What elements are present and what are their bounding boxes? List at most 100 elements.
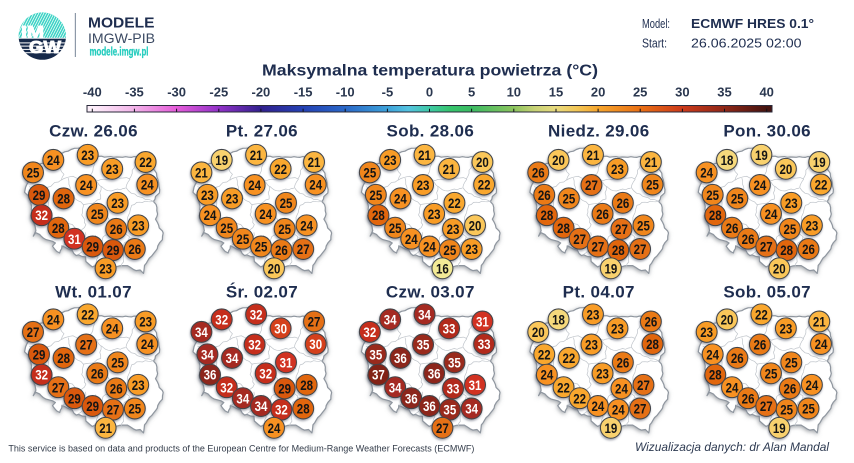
svg-text:24: 24 [700,166,713,182]
svg-text:25: 25 [443,243,456,259]
svg-text:30: 30 [274,321,287,337]
svg-text:27: 27 [634,242,647,258]
svg-text:GW: GW [29,37,62,57]
svg-text:33: 33 [447,382,460,398]
svg-text:22: 22 [755,307,768,323]
svg-text:26.06.2025 02:00: 26.06.2025 02:00 [691,37,802,51]
svg-text:23: 23 [99,261,112,277]
svg-text:35: 35 [717,85,731,100]
svg-text:32: 32 [215,313,228,329]
svg-text:22: 22 [557,380,570,396]
svg-text:27: 27 [615,222,628,238]
svg-text:35: 35 [369,347,382,363]
svg-text:21: 21 [308,155,321,171]
svg-text:32: 32 [275,403,288,419]
svg-text:31: 31 [476,315,489,331]
svg-text:37: 37 [372,368,385,384]
svg-text:34: 34 [236,391,249,407]
svg-text:21: 21 [587,148,600,164]
svg-text:27: 27 [585,178,598,194]
svg-text:32: 32 [35,208,48,224]
svg-text:25: 25 [369,188,382,204]
svg-text:24: 24 [805,378,818,394]
svg-text:30: 30 [309,337,322,353]
svg-text:18: 18 [721,153,734,169]
svg-text:27: 27 [591,240,604,256]
svg-text:25: 25 [27,166,40,182]
svg-text:35: 35 [417,338,430,354]
svg-text:32: 32 [220,380,233,396]
svg-text:28: 28 [57,192,70,208]
svg-text:25: 25 [278,222,291,238]
svg-text:This service is based on data: This service is based on data and produc… [8,444,474,454]
svg-text:27: 27 [637,378,650,394]
svg-text:5: 5 [468,85,475,100]
svg-text:-25: -25 [209,85,228,100]
svg-text:26: 26 [91,366,104,382]
svg-text:34: 34 [255,399,268,415]
svg-text:21: 21 [250,148,263,164]
svg-text:36: 36 [428,366,441,382]
svg-text:MODELE: MODELE [88,15,155,32]
svg-text:20: 20 [779,162,792,178]
svg-text:24: 24 [309,178,322,194]
svg-text:27: 27 [308,315,321,331]
svg-text:28: 28 [709,368,722,384]
svg-text:IM: IM [21,22,44,42]
svg-text:34: 34 [389,380,402,396]
svg-text:24: 24 [405,232,418,248]
svg-text:36: 36 [405,391,418,407]
svg-text:23: 23 [779,321,792,337]
svg-text:25: 25 [731,192,744,208]
svg-text:28: 28 [612,243,625,259]
svg-text:-5: -5 [382,85,394,100]
svg-text:35: 35 [443,403,456,419]
svg-text:27: 27 [760,399,773,415]
svg-text:27: 27 [107,403,120,419]
svg-text:27: 27 [573,232,586,248]
svg-text:19: 19 [773,421,786,437]
svg-text:26: 26 [110,222,123,238]
svg-text:19: 19 [813,155,826,171]
svg-text:28: 28 [646,337,659,353]
svg-text:24: 24 [612,403,625,419]
svg-text:Sob. 28.06: Sob. 28.06 [387,121,475,140]
svg-text:Czw. 26.06: Czw. 26.06 [49,121,138,140]
svg-text:24: 24 [141,178,154,194]
svg-text:24: 24 [80,178,93,194]
svg-text:26: 26 [783,382,796,398]
svg-text:22: 22 [573,391,586,407]
svg-text:24: 24 [706,347,719,363]
svg-text:25: 25 [111,355,124,371]
svg-text:23: 23 [106,162,119,178]
svg-text:25: 25 [220,221,233,237]
svg-text:23: 23 [132,378,145,394]
svg-text:22: 22 [448,196,461,212]
svg-text:34: 34 [418,307,431,323]
svg-text:Wizualizacja danych: dr Alan M: Wizualizacja danych: dr Alan Mandal [635,440,829,454]
svg-text:25: 25 [91,207,104,223]
svg-text:25: 25 [646,178,659,194]
svg-text:25: 25 [785,355,798,371]
svg-text:21: 21 [99,421,112,437]
svg-text:20: 20 [591,85,605,100]
svg-text:20: 20 [721,313,734,329]
svg-text:20: 20 [268,261,281,277]
svg-text:25: 25 [389,221,402,237]
svg-text:28: 28 [557,221,570,237]
svg-text:23: 23 [785,196,798,212]
svg-text:25: 25 [363,166,376,182]
svg-text:23: 23 [587,307,600,323]
svg-text:20: 20 [773,261,786,277]
svg-text:28: 28 [372,208,385,224]
svg-text:25: 25 [280,196,293,212]
svg-text:Śr. 02.07: Śr. 02.07 [226,283,298,302]
svg-text:26: 26 [128,242,141,258]
svg-text:31: 31 [68,232,81,248]
svg-text:25: 25 [783,222,796,238]
svg-text:Niedz. 29.06: Niedz. 29.06 [548,121,650,140]
svg-text:19: 19 [604,261,617,277]
svg-text:0: 0 [426,85,433,100]
svg-text:24: 24 [47,153,60,169]
svg-text:30: 30 [675,85,689,100]
